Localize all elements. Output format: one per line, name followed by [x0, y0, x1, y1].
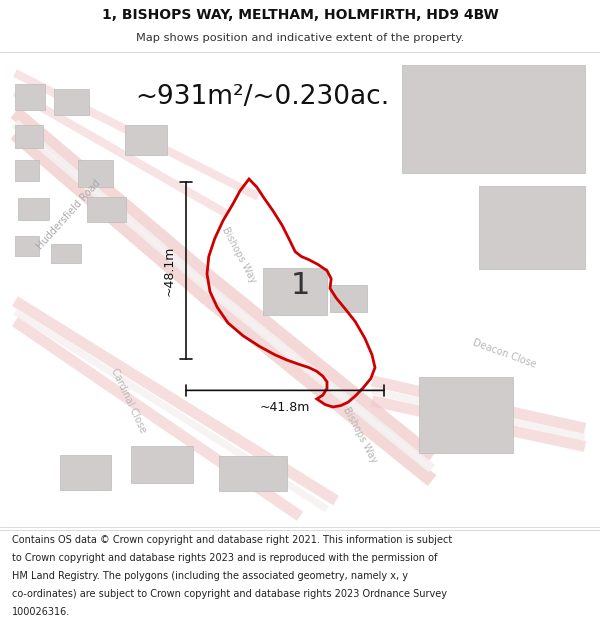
Text: Deacon Close: Deacon Close — [471, 338, 537, 369]
Text: Bishops Way: Bishops Way — [220, 225, 258, 285]
Text: Bishops Way: Bishops Way — [341, 406, 379, 465]
Polygon shape — [479, 186, 585, 269]
Polygon shape — [87, 197, 126, 222]
Polygon shape — [131, 446, 193, 483]
Text: 100026316.: 100026316. — [12, 607, 70, 617]
Text: 1, BISHOPS WAY, MELTHAM, HOLMFIRTH, HD9 4BW: 1, BISHOPS WAY, MELTHAM, HOLMFIRTH, HD9 … — [101, 8, 499, 22]
Polygon shape — [78, 160, 113, 187]
Text: to Crown copyright and database rights 2023 and is reproduced with the permissio: to Crown copyright and database rights 2… — [12, 553, 437, 563]
Polygon shape — [219, 456, 287, 491]
Polygon shape — [15, 126, 43, 148]
Text: Huddersfield Road: Huddersfield Road — [35, 178, 103, 251]
Text: ~41.8m: ~41.8m — [260, 401, 310, 414]
Polygon shape — [51, 244, 81, 263]
Polygon shape — [18, 198, 49, 221]
Polygon shape — [15, 160, 39, 181]
Polygon shape — [15, 236, 39, 256]
Text: Cardinal Close: Cardinal Close — [110, 367, 148, 435]
Polygon shape — [54, 89, 89, 115]
Polygon shape — [402, 65, 585, 173]
Text: co-ordinates) are subject to Crown copyright and database rights 2023 Ordnance S: co-ordinates) are subject to Crown copyr… — [12, 589, 447, 599]
Text: Contains OS data © Crown copyright and database right 2021. This information is : Contains OS data © Crown copyright and d… — [12, 535, 452, 545]
Text: ~48.1m: ~48.1m — [162, 245, 175, 296]
Polygon shape — [330, 285, 367, 312]
Polygon shape — [15, 84, 45, 110]
Polygon shape — [125, 126, 167, 155]
Text: 1: 1 — [290, 271, 310, 301]
Polygon shape — [60, 454, 111, 490]
Text: Map shows position and indicative extent of the property.: Map shows position and indicative extent… — [136, 33, 464, 43]
Text: ~931m²/~0.230ac.: ~931m²/~0.230ac. — [135, 84, 389, 110]
Polygon shape — [263, 268, 327, 316]
Text: HM Land Registry. The polygons (including the associated geometry, namely x, y: HM Land Registry. The polygons (includin… — [12, 571, 408, 581]
Polygon shape — [419, 377, 513, 453]
